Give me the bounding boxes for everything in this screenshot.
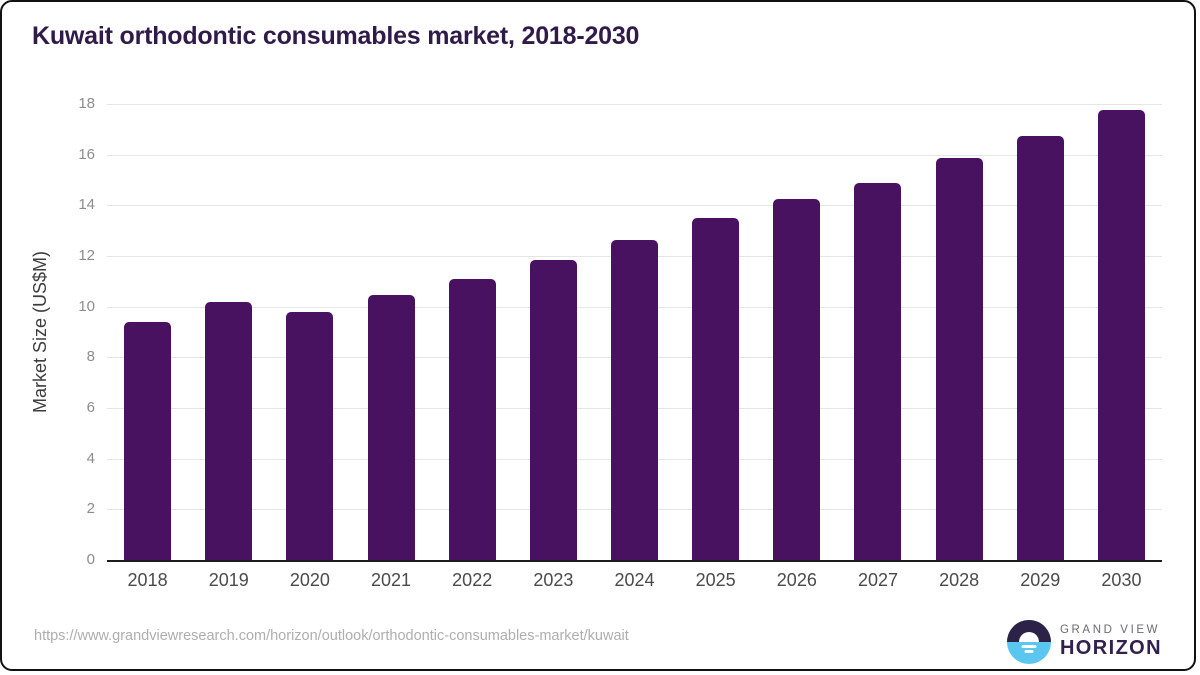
bar-2018 [124,321,172,560]
logo-icon-reflection-line [1024,650,1034,653]
x-tick-label-2025: 2025 [695,570,736,590]
logo-product-name: HORIZON [1059,637,1162,659]
bar-slot-2028 [919,104,1000,560]
y-tick-label-0: 0 [86,551,95,568]
bar-slot-2021 [350,104,431,560]
bar-slot-2019 [188,104,269,560]
logo-icon-sun [1018,632,1039,642]
logo-brand-name: GRAND VIEW [1059,624,1161,636]
x-tick-label-2023: 2023 [533,570,574,590]
logo-icon-reflection-line [1021,645,1037,648]
x-tick-label-2020: 2020 [289,570,330,590]
x-tick-label-2029: 2029 [1020,570,1061,590]
x-tick-label-2026: 2026 [776,570,817,590]
bar-slot-2018 [107,104,188,560]
y-tick-label-8: 8 [86,348,95,366]
x-tick-label-2030: 2030 [1101,570,1142,590]
y-tick-label-6: 6 [86,399,95,416]
logo-text: GRAND VIEW HORIZON [1060,624,1162,660]
bar-slot-2022 [432,104,513,560]
y-axis-tick-labels: 0 2 4 6 8 10 12 14 16 18 [2,95,95,568]
bar-slot-2023 [513,104,594,560]
y-tick-label-2: 2 [86,500,95,518]
x-tick-label-2024: 2024 [614,570,655,590]
y-tick-label-4: 4 [86,449,95,467]
chart-title: Kuwait orthodontic consumables market, 2… [32,22,640,50]
y-tick-label-10: 10 [78,297,95,315]
y-tick-label-16: 16 [78,145,95,163]
bar-slot-2026 [756,104,837,560]
bar-2028 [935,158,983,560]
bar-slot-2030 [1081,104,1162,560]
gridline-y16 [107,154,1162,156]
x-tick-label-2018: 2018 [127,570,168,590]
source-url: https://www.grandviewresearch.com/horizo… [34,628,629,644]
bars-container [107,104,1162,560]
bar-2023 [529,259,577,560]
bar-2026 [773,199,821,560]
x-tick-label-2022: 2022 [452,570,493,590]
bar-slot-2024 [594,104,675,560]
bar-slot-2029 [1000,104,1081,560]
y-tick-label-14: 14 [78,196,95,214]
bar-2020 [286,311,334,560]
bar-2019 [205,301,253,560]
logo-icon-sky [1006,620,1051,642]
sunrise-horizon-icon [1006,620,1051,664]
x-tick-label-2028: 2028 [939,570,980,590]
y-tick-label-18: 18 [78,95,95,112]
gridline-y14 [107,205,1162,207]
bar-2025 [692,218,740,560]
x-tick-label-2021: 2021 [371,570,412,590]
bar-2021 [367,295,415,560]
gridline-y18 [107,104,1162,105]
bar-2024 [611,239,659,560]
bar-slot-2020 [269,104,350,560]
bar-2022 [448,278,496,560]
bar-2027 [854,182,902,560]
bar-slot-2027 [837,104,918,560]
y-tick-label-12: 12 [78,247,95,264]
bar-2029 [1016,135,1064,560]
x-tick-label-2027: 2027 [857,570,898,590]
bar-slot-2025 [675,104,756,560]
x-tick-label-2019: 2019 [208,570,249,590]
grand-view-horizon-logo: GRAND VIEW HORIZON [1006,620,1162,664]
plot-area [107,104,1162,562]
x-axis-tick-labels: 2018 2019 2020 2021 2022 2023 2024 2025 2026 2027… [107,570,1162,591]
bar-2030 [1097,110,1145,560]
